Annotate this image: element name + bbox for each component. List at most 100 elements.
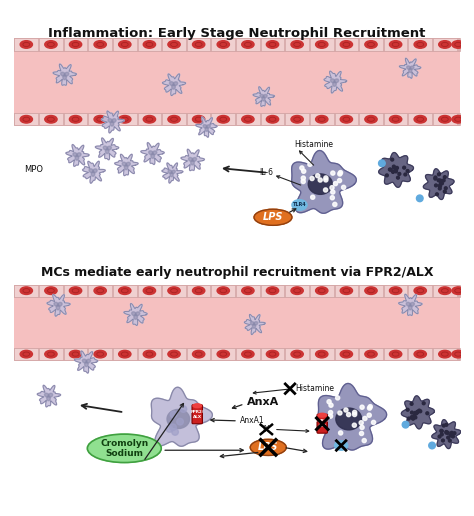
Bar [15, 348, 38, 360]
Circle shape [342, 185, 346, 189]
Polygon shape [318, 383, 387, 450]
Circle shape [308, 162, 312, 167]
Ellipse shape [73, 153, 77, 156]
Circle shape [172, 429, 178, 436]
Circle shape [330, 196, 334, 200]
Bar [187, 38, 210, 51]
Bar [261, 284, 284, 297]
Bar [15, 38, 459, 125]
Bar [137, 348, 161, 360]
Polygon shape [292, 151, 356, 213]
Ellipse shape [308, 174, 332, 195]
Circle shape [180, 406, 187, 412]
Ellipse shape [168, 287, 180, 295]
Ellipse shape [266, 41, 279, 49]
Bar [211, 38, 235, 51]
Bar [137, 284, 161, 297]
Ellipse shape [291, 116, 303, 123]
Ellipse shape [242, 116, 254, 123]
Text: MPO: MPO [24, 166, 43, 174]
Circle shape [177, 418, 183, 425]
Ellipse shape [143, 287, 155, 295]
Polygon shape [66, 144, 89, 166]
Text: LPS: LPS [258, 442, 278, 453]
Ellipse shape [439, 41, 451, 49]
Circle shape [418, 409, 421, 412]
Circle shape [367, 413, 371, 417]
Bar [310, 348, 334, 360]
Polygon shape [141, 142, 164, 165]
Ellipse shape [20, 116, 32, 123]
Circle shape [410, 402, 413, 405]
Circle shape [422, 402, 425, 405]
Circle shape [436, 193, 438, 196]
Ellipse shape [45, 287, 57, 295]
Polygon shape [324, 71, 347, 93]
Bar [285, 284, 309, 297]
Circle shape [447, 431, 449, 434]
Circle shape [397, 176, 400, 179]
Text: Histamine: Histamine [294, 140, 333, 149]
Polygon shape [181, 149, 204, 171]
Bar [433, 38, 456, 51]
Circle shape [410, 416, 413, 418]
Bar [88, 348, 112, 360]
Bar [88, 38, 112, 51]
Circle shape [449, 434, 452, 437]
Circle shape [392, 165, 395, 168]
Ellipse shape [63, 75, 66, 79]
Ellipse shape [365, 350, 377, 358]
Circle shape [416, 410, 419, 413]
Ellipse shape [291, 287, 303, 295]
Circle shape [407, 417, 410, 420]
Circle shape [327, 399, 331, 404]
Circle shape [385, 174, 388, 177]
Ellipse shape [118, 350, 131, 358]
Circle shape [434, 177, 437, 180]
Ellipse shape [340, 350, 353, 358]
Circle shape [391, 158, 393, 161]
Bar [310, 284, 334, 297]
Bar [310, 113, 334, 125]
Ellipse shape [409, 69, 412, 73]
Bar [335, 348, 358, 360]
Bar [15, 38, 38, 51]
Ellipse shape [112, 119, 116, 123]
Ellipse shape [390, 116, 402, 123]
Bar [384, 38, 408, 51]
Ellipse shape [171, 170, 175, 173]
Ellipse shape [152, 151, 157, 155]
Ellipse shape [365, 41, 377, 49]
Circle shape [396, 167, 399, 169]
Bar [261, 38, 284, 51]
Ellipse shape [82, 359, 87, 363]
Bar [187, 113, 210, 125]
Circle shape [170, 411, 177, 418]
Ellipse shape [452, 41, 464, 49]
Ellipse shape [254, 209, 292, 225]
Ellipse shape [206, 125, 210, 128]
Ellipse shape [168, 350, 180, 358]
Circle shape [353, 412, 357, 416]
Ellipse shape [414, 41, 427, 49]
Ellipse shape [336, 408, 362, 430]
Ellipse shape [217, 116, 229, 123]
Bar [162, 38, 186, 51]
Ellipse shape [406, 302, 410, 306]
FancyBboxPatch shape [192, 405, 202, 424]
Ellipse shape [168, 116, 180, 123]
Polygon shape [253, 87, 274, 106]
Bar [162, 113, 186, 125]
Ellipse shape [124, 165, 128, 170]
Ellipse shape [340, 116, 353, 123]
Circle shape [402, 422, 409, 428]
Circle shape [359, 421, 363, 425]
Bar [39, 38, 63, 51]
Bar [39, 113, 63, 125]
Bar [64, 113, 87, 125]
Ellipse shape [167, 409, 190, 428]
Bar [236, 284, 260, 297]
Circle shape [426, 412, 428, 415]
Ellipse shape [69, 350, 82, 358]
Bar [137, 38, 161, 51]
